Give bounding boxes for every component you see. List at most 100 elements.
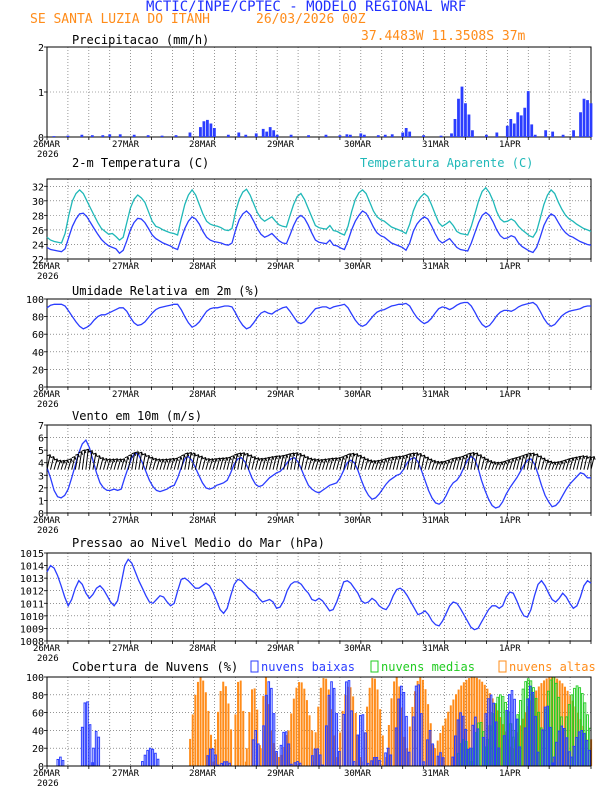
y-tick-label: 30 (32, 197, 44, 208)
wind-vector-head (248, 454, 253, 459)
cloud-bar-high (264, 677, 267, 766)
wind-vector (216, 457, 221, 470)
wind-vector (495, 462, 499, 470)
precip-bar (226, 134, 230, 137)
cloud-bar-high (219, 690, 222, 766)
wind-vector-head (103, 457, 109, 462)
cloud-bar-high (298, 682, 301, 766)
legend-label: nuvens altas (509, 660, 596, 674)
cloud-bar-high (303, 688, 306, 766)
wind-vector (57, 460, 62, 470)
cloud-bar-low (156, 758, 160, 767)
precip-bar (289, 134, 293, 137)
cloud-bar-high (224, 686, 227, 766)
cloud-bar-low (80, 726, 84, 767)
cloud-bar-high (295, 687, 298, 766)
wind-vector-head (88, 450, 94, 454)
panel-title: Precipitacao (mm/h) (72, 33, 209, 47)
wind-vector (67, 458, 72, 470)
wind-vector-head (159, 458, 165, 463)
wind-vector-head (523, 453, 529, 458)
y-tick-label: 60 (32, 709, 44, 720)
wind-vector-head (551, 461, 557, 466)
wind-vector-head (463, 454, 469, 458)
precip-bar (275, 134, 279, 137)
cloud-bar-high (217, 711, 219, 766)
precip-bar (516, 112, 520, 137)
cloud-bar-high (434, 748, 437, 766)
precip-bar (533, 134, 537, 137)
cloud-bar-high (230, 729, 233, 766)
cloud-bar-high (270, 730, 273, 766)
wind-vector (357, 455, 362, 470)
wind-vector-head (446, 459, 451, 464)
precip-bar (457, 98, 460, 137)
wind-vector (491, 461, 496, 470)
cloud-bar-high (199, 677, 202, 766)
wind-vector (187, 452, 192, 470)
wind-vector-head (318, 458, 324, 463)
cloud-bar-high (339, 732, 342, 766)
x-tick-label: 27MAR (112, 262, 140, 272)
cloud-bar-low (342, 713, 346, 767)
temp-apparent-title: Temperatura Aparente (C) (360, 156, 533, 170)
cloud-bar-high (189, 738, 192, 766)
precip-bar (160, 135, 164, 137)
cloud-bar-high (300, 682, 303, 766)
wind-vector-head (265, 456, 271, 461)
wind-vector (541, 457, 546, 470)
y-tick-label: 26 (32, 226, 44, 237)
wind-vector (205, 458, 210, 470)
y-tick-label: 20 (32, 744, 44, 755)
wind-vector (466, 453, 471, 470)
precip-bar (202, 121, 206, 137)
precip-bar (439, 135, 443, 137)
wind-vector (403, 454, 408, 470)
wind-vector (579, 455, 585, 470)
y-tick-label: 7 (38, 421, 44, 432)
precip-bar (244, 134, 248, 137)
cloud-bar-high (207, 710, 210, 766)
wind-vector (166, 458, 171, 470)
cloud-bar-high (522, 718, 525, 766)
wind-vector (297, 453, 302, 470)
wind-vector (131, 452, 136, 470)
x-tick-label: 1APR (499, 644, 521, 654)
wind-vector-head (340, 456, 345, 460)
x-tick-label: 28MAR (189, 140, 217, 150)
precip-bar (212, 128, 216, 137)
wind-vector (201, 457, 207, 470)
wind-vector-head (227, 456, 232, 461)
cloud-bar-low (417, 684, 421, 767)
cloud-bar-high (352, 696, 355, 766)
x-tick-label: 30MAR (344, 390, 372, 400)
x-tick-label: 29MAR (267, 140, 295, 150)
wind-vector-head (491, 461, 497, 465)
panel-frame (46, 298, 592, 388)
precip-bar (589, 103, 593, 137)
x-year-label: 2026 (37, 654, 59, 664)
precip-bar (146, 135, 150, 137)
cloud-bar-low (414, 685, 418, 767)
precip-bar (582, 98, 586, 137)
wind-vector-head (460, 455, 465, 460)
y-tick-label: 3 (38, 471, 44, 482)
wind-vector (572, 457, 577, 470)
x-tick-label: 31MAR (422, 140, 450, 150)
precip-bar (80, 134, 84, 137)
cloud-bar-high (256, 709, 259, 766)
panel-title: Pressao ao Nivel Medio do Mar (hPa) (72, 536, 325, 550)
precip-bar (52, 136, 56, 137)
panel-title: Cobertura de Nuvens (%) (72, 660, 238, 674)
x-tick-label: 31MAR (422, 769, 450, 779)
wind-vector (159, 459, 164, 470)
cloud-bar-low (146, 749, 149, 767)
x-tick-label: 30MAR (344, 769, 372, 779)
wind-vector (435, 461, 439, 470)
precip-bar (505, 125, 509, 137)
wind-vector (375, 460, 379, 470)
cloud-bar-high (191, 714, 194, 766)
wind-vector (148, 457, 154, 470)
wind-vector-head (184, 452, 190, 457)
wind-vector (350, 453, 355, 470)
